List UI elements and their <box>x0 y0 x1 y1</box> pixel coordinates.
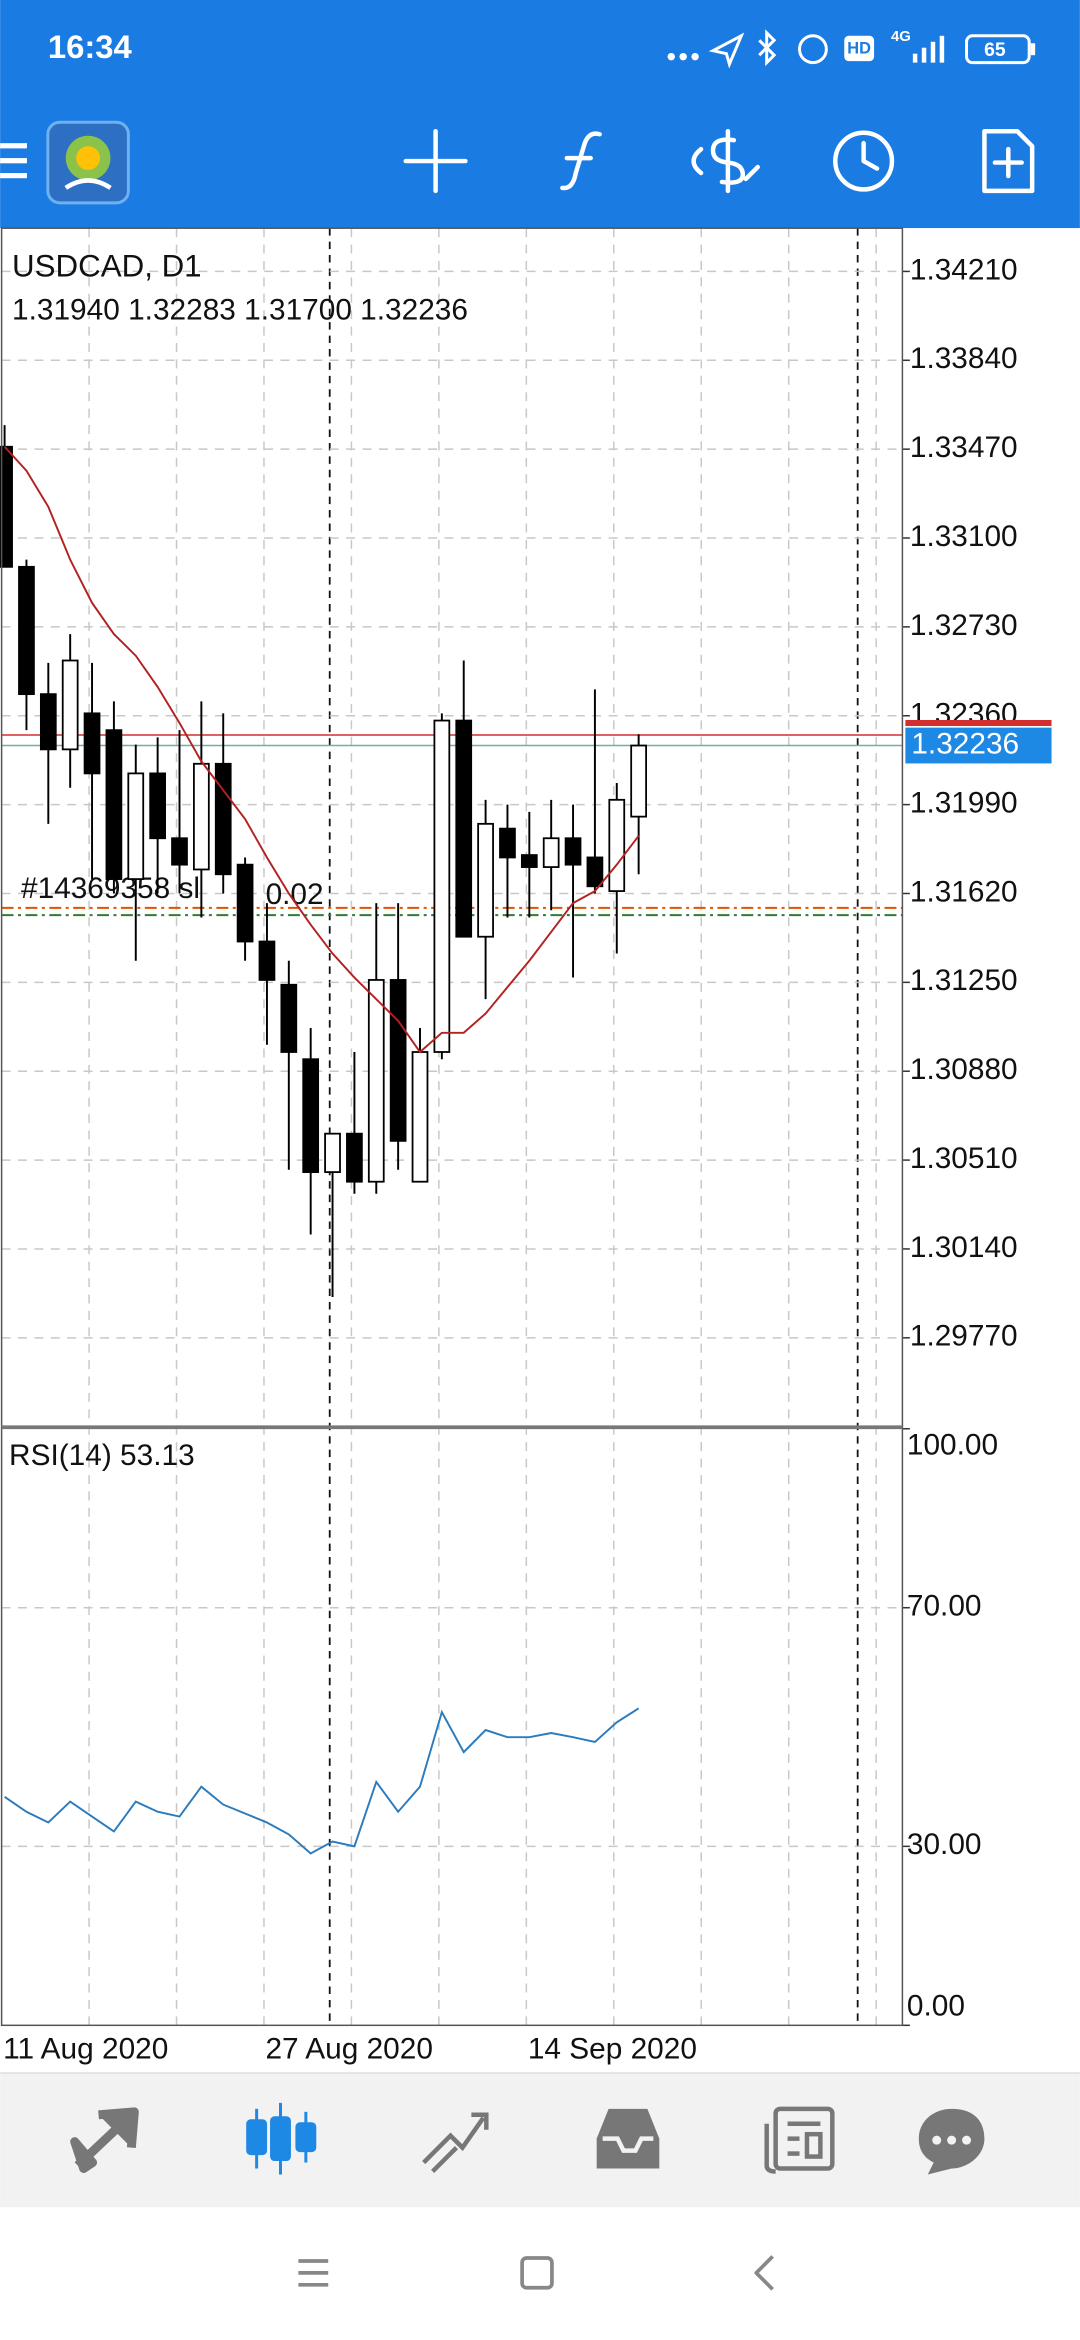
candle-body <box>258 940 276 981</box>
trade-tab[interactable] <box>422 2112 489 2174</box>
candle-body <box>127 772 145 880</box>
candle-body <box>236 863 254 943</box>
candle-body <box>193 762 210 871</box>
clock: 16:34 <box>48 28 133 65</box>
symbol-title: USDCAD, D1 <box>12 249 202 284</box>
y-tick-label: 1.34210 <box>910 253 1018 286</box>
y-tick-label: 1.31620 <box>910 875 1018 908</box>
y-tick-label: 1.30510 <box>910 1142 1018 1175</box>
home-button[interactable] <box>520 2256 554 2290</box>
chart-tab[interactable] <box>246 2102 317 2175</box>
candle-body <box>171 837 188 866</box>
indicators-button[interactable] <box>560 131 602 191</box>
order-lot: 0.02 <box>266 878 324 911</box>
rsi-tick-label: 70.00 <box>907 1590 982 1623</box>
crosshair-button[interactable] <box>403 129 468 194</box>
plot-frame <box>0 227 904 2027</box>
candle-body <box>499 827 516 859</box>
x-tick-label: 27 Aug 2020 <box>265 2033 432 2066</box>
candle-body <box>18 565 35 696</box>
quotes-tab[interactable] <box>70 2107 139 2173</box>
candle-body <box>477 822 494 938</box>
y-tick-label: 1.33470 <box>910 431 1018 464</box>
y-tick-label: 1.30140 <box>910 1231 1018 1264</box>
candle-body <box>324 1132 341 1173</box>
moving-average <box>3 446 640 1054</box>
candle-body <box>367 979 385 1183</box>
menu-button[interactable] <box>0 143 27 179</box>
candle-body <box>455 719 473 938</box>
candle-body <box>411 1051 429 1183</box>
chart-background <box>0 228 1080 2074</box>
network-label: 4G <box>891 29 911 45</box>
candle-body <box>564 837 582 866</box>
app-logo[interactable] <box>46 120 130 205</box>
y-tick-label: 1.29770 <box>910 1320 1018 1353</box>
chat-tab[interactable] <box>918 2108 985 2175</box>
trade-button[interactable] <box>691 129 760 194</box>
y-tick-label: 1.30880 <box>910 1053 1018 1086</box>
rsi-tick-label: 30.00 <box>907 1828 982 1861</box>
x-tick-label: 14 Sep 2020 <box>528 2033 697 2066</box>
candle-body <box>389 979 407 1142</box>
candle-body <box>214 762 232 876</box>
candle-body <box>346 1132 363 1183</box>
ohlc-text: 1.31940 1.32283 1.31700 1.32236 <box>12 294 468 327</box>
rsi-label: RSI(14) 53.13 <box>9 1439 195 1472</box>
recents-button[interactable] <box>298 2259 329 2287</box>
hd-label: HD <box>847 40 871 58</box>
last-price-label: 1.32236 <box>911 727 1019 760</box>
candle-body <box>83 712 101 775</box>
candle-body <box>39 693 57 751</box>
candle-body <box>433 719 451 1053</box>
period-button[interactable] <box>833 130 895 192</box>
last-price-box <box>905 727 1052 764</box>
candle-body <box>586 856 604 888</box>
candle-body <box>302 1058 320 1173</box>
candle-body <box>520 854 538 868</box>
candle-body <box>149 772 166 840</box>
rsi-line <box>4 1707 640 1855</box>
system-nav <box>298 2255 774 2291</box>
rsi-tick-label: 0.00 <box>907 1989 965 2022</box>
back-button[interactable] <box>754 2255 774 2291</box>
history-tab[interactable] <box>596 2108 660 2169</box>
y-tick-label: 1.33840 <box>910 342 1018 375</box>
candle-body <box>630 744 647 818</box>
bottom-nav <box>0 2073 1080 2208</box>
candle-body <box>542 837 560 868</box>
candle-body <box>61 659 79 751</box>
y-tick-label: 1.33100 <box>910 520 1018 553</box>
new-order-button[interactable] <box>982 129 1035 194</box>
rsi-tick-label: 100.00 <box>907 1429 998 1462</box>
status-icons: HD 4G 65 <box>667 29 1036 69</box>
y-tick-label: 1.31250 <box>910 964 1018 997</box>
candle-body <box>105 729 123 880</box>
y-tick-label: 1.32730 <box>910 609 1018 642</box>
app-bar <box>0 0 1080 229</box>
candle-body <box>280 983 298 1053</box>
battery-label: 65 <box>984 39 1006 61</box>
news-tab[interactable] <box>764 2106 835 2174</box>
chart: 1.342101.338401.334701.331001.327301.323… <box>0 227 1080 2074</box>
x-tick-label: 11 Aug 2020 <box>3 2033 168 2066</box>
y-tick-label: 1.31990 <box>910 786 1018 819</box>
candle-body <box>608 798 626 892</box>
